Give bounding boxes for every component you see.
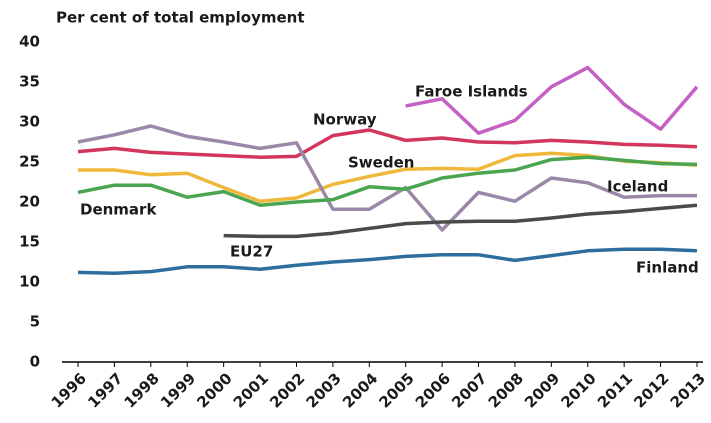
x-tick-label: 1998 <box>121 369 163 411</box>
x-tick-label: 2012 <box>630 369 672 411</box>
x-tick-label: 1996 <box>48 369 90 411</box>
series-label: Norway <box>313 111 377 129</box>
series-line <box>77 155 698 207</box>
x-tick-label: 2008 <box>485 369 527 411</box>
series-label: EU27 <box>230 243 273 261</box>
y-tick-label: 20 <box>19 193 40 211</box>
x-tick-label: 2010 <box>558 369 600 411</box>
y-tick-label: 40 <box>19 33 40 51</box>
series-line <box>77 247 698 275</box>
series-line <box>405 65 699 135</box>
y-tick-label: 0 <box>30 353 40 371</box>
series-line <box>223 203 698 239</box>
series-label: Faroe Islands <box>415 83 528 101</box>
series-label: Iceland <box>607 178 668 196</box>
x-tick-label: 1999 <box>157 369 199 411</box>
series-line <box>77 124 697 232</box>
series-label: Sweden <box>348 154 414 172</box>
y-tick-label: 25 <box>19 153 40 171</box>
x-tick-label: 2011 <box>594 369 636 411</box>
y-tick-label: 10 <box>19 273 40 291</box>
x-tick-label: 2004 <box>339 369 381 411</box>
x-tick-label: 2013 <box>667 369 709 411</box>
y-tick-label: 35 <box>19 73 40 91</box>
x-tick-label: 2009 <box>521 369 563 411</box>
x-tick-label: 2007 <box>448 369 490 411</box>
series-label: Finland <box>636 259 699 277</box>
x-tick-label: 1997 <box>84 369 126 411</box>
series-line <box>77 128 698 159</box>
series-label: Denmark <box>80 201 157 219</box>
x-tick-label: 2005 <box>375 369 417 411</box>
y-axis-label: Per cent of total employment <box>56 9 305 27</box>
x-tick-label: 2006 <box>412 369 454 411</box>
y-tick-label: 30 <box>19 113 40 131</box>
x-tick-label: 2001 <box>230 369 272 411</box>
x-tick-label: 2000 <box>193 369 235 411</box>
y-tick-label: 15 <box>19 233 40 251</box>
y-tick-label: 5 <box>30 313 40 331</box>
x-tick-label: 2002 <box>266 369 308 411</box>
x-tick-label: 2003 <box>303 369 345 411</box>
